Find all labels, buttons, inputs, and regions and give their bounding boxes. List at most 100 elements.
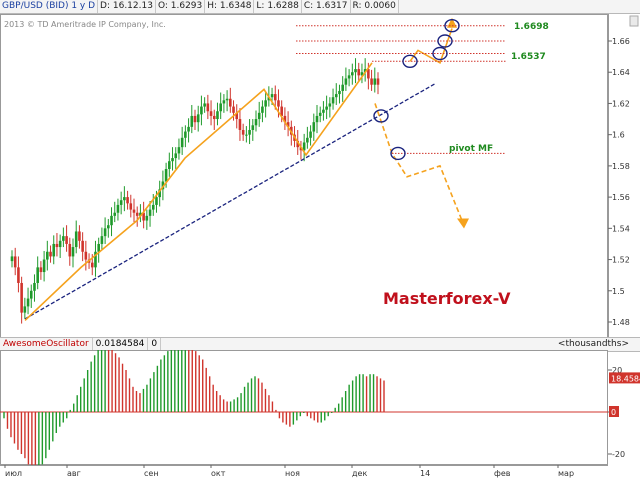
price-tick-label: 1.56 [612,193,630,202]
oscillator-bar [118,357,120,412]
oscillator-bar [351,380,354,412]
candle-body [357,69,361,76]
watermark-text: Masterforex-V [383,289,511,308]
oscillator-bar [195,351,197,412]
oscillator-bar [3,412,5,419]
target-circle [432,46,448,61]
oscillator-bar [69,409,71,412]
oscillator-bar [52,412,54,442]
candle-body [100,236,104,244]
low-label: L: 1.6288 [254,0,302,13]
oscillator-bar [331,412,333,413]
oscillator-bar [229,401,232,412]
oscillator-bar [83,378,85,412]
candle-body [184,131,187,138]
candle-body [26,298,30,307]
candle-body [373,78,377,85]
oscillator-bar [27,412,30,465]
candle-body [322,109,325,113]
candle-body [351,72,354,76]
candle-body [42,259,46,273]
oscillator-bar [135,391,138,412]
candle-body [68,243,72,257]
symbol-label[interactable]: GBP/USD (BID) 1 y D [0,0,99,13]
oscillator-bar [198,355,200,412]
time-tick-label: дек [352,469,367,478]
oscillator-bar [55,412,57,433]
candle-body [84,251,88,260]
price-tick-label: 1.66 [612,37,630,46]
candle-body [286,122,290,127]
target-circle [444,19,460,33]
oscillator-bar [362,374,364,412]
oscillator-bar [320,412,322,423]
oscillator-bar [48,412,51,450]
price-chart[interactable]: 1.48 1.5 1.52 1.54 1.56 1.58 1.6 1.62 1.64 1.66 2… [0,14,640,338]
candle-body [302,142,306,151]
oscillator-bar [292,412,295,425]
candle-body [238,119,242,130]
oscillator-bar [45,412,47,459]
oscillator-bar [327,412,329,417]
oscillator-value-badge-text: 18.4584 [611,374,640,383]
oscillator-bar [208,376,211,412]
oscillator-bar [236,397,239,412]
oscillator-bar [132,386,134,412]
candle-body [283,115,287,123]
oscillator-bar [38,412,40,469]
oscillator-bar [282,412,284,423]
oscillator-bar [299,412,302,417]
oscillator-bar [114,353,117,412]
candle-body [273,94,277,101]
candle-body [55,243,59,248]
time-tick-label: авг [67,469,81,478]
oscillator-bar [355,376,357,412]
oscillator-chart[interactable]: 4U200-2018.45840июлавгсеноктноядек14февм… [0,350,640,480]
candle-body [74,231,78,248]
candle-body [168,161,171,170]
scroll-marker [629,15,639,27]
copyright-text: 2013 © TD Ameritrade IP Company, Inc. [4,20,166,29]
oscillator-bar [146,384,148,412]
time-tick-label: сен [144,469,159,478]
oscillator-bar [24,412,26,459]
oscillator-bar [226,401,228,412]
oscillator-bar [219,395,221,412]
candle-body [145,215,149,221]
oscillator-bar [111,350,113,412]
candle-body [344,78,348,85]
oscillator-bar [324,412,326,421]
oscillator-bar [160,359,162,412]
candle-body [306,137,309,143]
candle-body [190,115,194,127]
candle-body [58,240,62,248]
candle-body [229,98,232,107]
oscillator-bar [104,350,106,412]
time-tick-label: окт [211,469,226,478]
oscillator-bar [34,412,37,471]
oscillator-value: 0.0184584 [93,338,149,351]
oscillator-bar [306,412,309,417]
candle-body [119,200,123,205]
candle-body [264,100,267,107]
price-tick-label: 1.64 [612,68,630,77]
candle-body [177,147,181,154]
oscillator-bar [177,350,180,412]
target-circle [437,34,453,48]
oscillator-bar [79,386,82,412]
oscillator-bar [10,412,12,438]
candle-body [257,112,261,120]
candle-body [158,189,161,198]
price-tick-label: 1.5 [612,287,625,296]
candle-body [367,69,370,79]
candle-body [354,69,357,73]
candle-body [81,240,84,252]
candle-body [17,267,20,283]
oscillator-bar [153,372,155,412]
oscillator-zero-badge [609,406,619,417]
candle-body [39,267,43,273]
oscillator-name[interactable]: AwesomeOscillator [0,338,93,351]
oscillator-bar [202,359,204,412]
chart-header: GBP/USD (BID) 1 y D D: 16.12.13 O: 1.629… [0,0,640,14]
candle-body [49,251,52,257]
